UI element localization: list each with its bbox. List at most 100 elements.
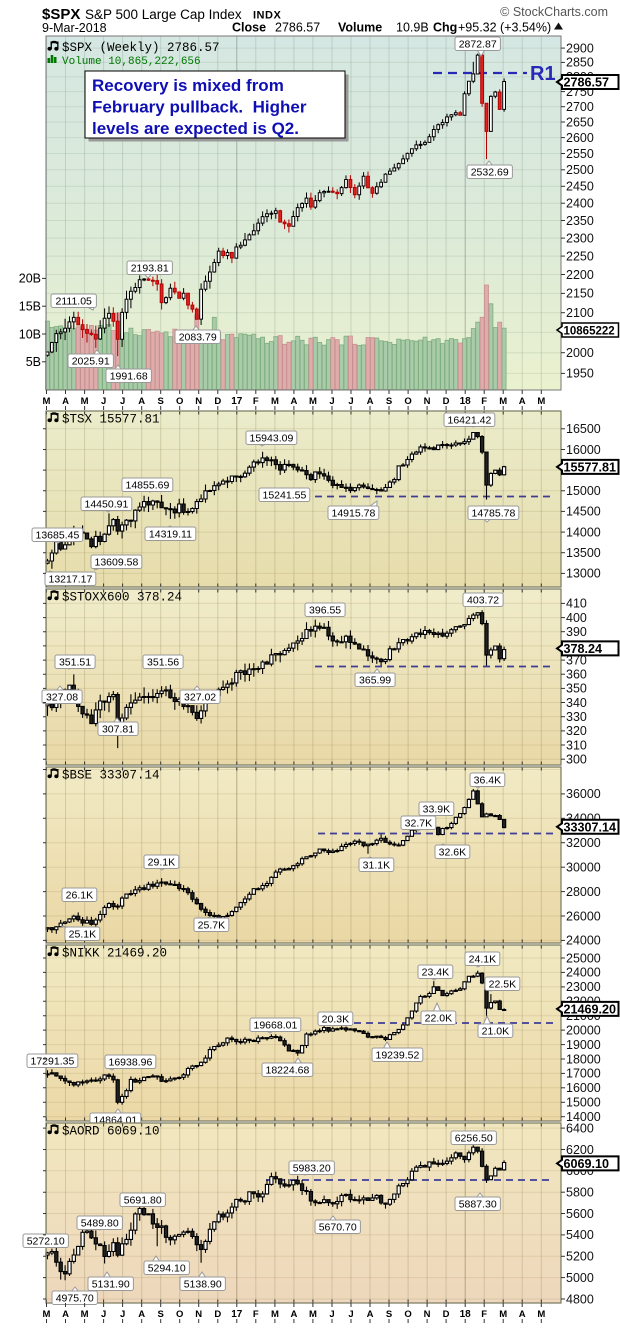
svg-text:350: 350 bbox=[566, 682, 587, 696]
svg-text:5131.90: 5131.90 bbox=[92, 1278, 130, 1290]
svg-text:390: 390 bbox=[566, 625, 587, 639]
svg-text:15943.09: 15943.09 bbox=[250, 432, 294, 444]
svg-text:2450: 2450 bbox=[566, 180, 594, 194]
svg-text:14500: 14500 bbox=[566, 505, 601, 519]
svg-text:$SPX: $SPX bbox=[42, 6, 80, 23]
svg-text:24.1K: 24.1K bbox=[469, 953, 496, 965]
svg-text:25000: 25000 bbox=[566, 951, 601, 965]
svg-text:N: N bbox=[195, 1309, 202, 1320]
svg-text:O: O bbox=[404, 1309, 411, 1320]
svg-text:327.02: 327.02 bbox=[184, 691, 216, 703]
svg-text:17291.35: 17291.35 bbox=[31, 1055, 75, 1067]
svg-text:16500: 16500 bbox=[566, 422, 601, 436]
svg-text:20B: 20B bbox=[19, 272, 41, 286]
svg-text:4975.70: 4975.70 bbox=[56, 1292, 94, 1304]
svg-text:M: M bbox=[499, 396, 507, 407]
svg-text:2500: 2500 bbox=[566, 163, 594, 177]
svg-text:14319.11: 14319.11 bbox=[149, 528, 192, 540]
svg-text:D: D bbox=[214, 1309, 221, 1320]
svg-text:$STOXX600 378.24: $STOXX600 378.24 bbox=[62, 591, 182, 605]
svg-text:A: A bbox=[62, 1309, 69, 1320]
svg-text:351.51: 351.51 bbox=[59, 656, 91, 668]
svg-text:33.9K: 33.9K bbox=[423, 803, 450, 815]
svg-text:M: M bbox=[537, 396, 545, 407]
svg-text:25.1K: 25.1K bbox=[69, 928, 96, 940]
svg-text:410: 410 bbox=[566, 597, 587, 611]
svg-text:6400: 6400 bbox=[566, 1121, 594, 1135]
svg-text:18000: 18000 bbox=[566, 1052, 601, 1066]
svg-text:$AORD 6069.10: $AORD 6069.10 bbox=[62, 1125, 160, 1139]
svg-text:© StockCharts.com: © StockCharts.com bbox=[500, 5, 608, 19]
svg-text:S: S bbox=[386, 1309, 392, 1320]
svg-text:16421.42: 16421.42 bbox=[448, 414, 492, 426]
svg-text:Recovery is mixed from: Recovery is mixed from bbox=[92, 76, 284, 95]
svg-text:18224.68: 18224.68 bbox=[266, 1064, 310, 1076]
svg-text:307.81: 307.81 bbox=[102, 723, 134, 735]
svg-text:21469.20: 21469.20 bbox=[564, 1002, 617, 1016]
svg-text:Volume 10,865,222,656: Volume 10,865,222,656 bbox=[62, 56, 201, 68]
svg-text:370: 370 bbox=[566, 653, 587, 667]
svg-text:2700: 2700 bbox=[566, 100, 594, 114]
svg-text:2350: 2350 bbox=[566, 214, 594, 228]
svg-text:M: M bbox=[43, 396, 51, 407]
svg-text:15241.55: 15241.55 bbox=[263, 489, 307, 501]
svg-text:1991.68: 1991.68 bbox=[110, 370, 148, 382]
svg-text:14000: 14000 bbox=[566, 1110, 601, 1124]
svg-text:M: M bbox=[309, 1309, 317, 1320]
svg-text:A: A bbox=[290, 396, 297, 407]
svg-text:23000: 23000 bbox=[566, 980, 601, 994]
svg-text:36.4K: 36.4K bbox=[474, 774, 501, 786]
svg-text:340: 340 bbox=[566, 696, 587, 710]
svg-text:2650: 2650 bbox=[566, 115, 594, 129]
svg-text:5B: 5B bbox=[26, 355, 41, 369]
svg-text:25.7K: 25.7K bbox=[198, 919, 225, 931]
svg-text:N: N bbox=[195, 396, 202, 407]
svg-text:2532.69: 2532.69 bbox=[471, 166, 509, 178]
svg-text:S: S bbox=[386, 396, 392, 407]
svg-text:10865222: 10865222 bbox=[564, 326, 615, 338]
svg-text:378.24: 378.24 bbox=[564, 642, 603, 656]
svg-text:365.99: 365.99 bbox=[359, 674, 391, 686]
svg-text:+95.32 (+3.54%): +95.32 (+3.54%) bbox=[458, 21, 551, 35]
svg-text:30000: 30000 bbox=[566, 861, 601, 875]
svg-text:Chg: Chg bbox=[433, 21, 457, 35]
svg-text:D: D bbox=[443, 1309, 450, 1320]
svg-text:15B: 15B bbox=[19, 300, 41, 314]
svg-text:J: J bbox=[329, 396, 334, 407]
svg-text:2000: 2000 bbox=[566, 346, 594, 360]
svg-text:19668.01: 19668.01 bbox=[254, 1019, 298, 1031]
svg-text:5600: 5600 bbox=[566, 1207, 594, 1221]
svg-text:F: F bbox=[481, 396, 487, 407]
svg-text:6256.50: 6256.50 bbox=[455, 1132, 493, 1144]
svg-text:26000: 26000 bbox=[566, 909, 601, 923]
svg-text:levels are expected is Q2.: levels are expected is Q2. bbox=[92, 119, 299, 138]
svg-text:2872.87: 2872.87 bbox=[459, 38, 497, 50]
svg-text:D: D bbox=[443, 396, 450, 407]
svg-text:31.1K: 31.1K bbox=[363, 859, 390, 871]
svg-text:20.3K: 20.3K bbox=[322, 1013, 349, 1025]
svg-text:14785.78: 14785.78 bbox=[472, 507, 516, 519]
svg-text:J: J bbox=[329, 1309, 334, 1320]
svg-text:J: J bbox=[101, 396, 106, 407]
svg-text:A: A bbox=[519, 396, 526, 407]
svg-text:330: 330 bbox=[566, 710, 587, 724]
svg-text:D: D bbox=[214, 396, 221, 407]
svg-text:J: J bbox=[120, 396, 125, 407]
svg-text:22.0K: 22.0K bbox=[425, 1012, 452, 1024]
svg-text:2786.57: 2786.57 bbox=[564, 76, 610, 90]
svg-text:310: 310 bbox=[566, 738, 587, 752]
svg-text:INDX: INDX bbox=[253, 10, 281, 22]
svg-text:403.72: 403.72 bbox=[467, 594, 499, 606]
svg-text:M: M bbox=[81, 1309, 89, 1320]
svg-text:A: A bbox=[62, 396, 69, 407]
svg-text:O: O bbox=[176, 396, 183, 407]
svg-text:Volume: Volume bbox=[338, 21, 382, 35]
svg-text:5983.20: 5983.20 bbox=[293, 1162, 331, 1174]
svg-text:6200: 6200 bbox=[566, 1143, 594, 1157]
svg-text:10B: 10B bbox=[19, 327, 41, 341]
svg-text:17: 17 bbox=[231, 1309, 243, 1320]
svg-text:28000: 28000 bbox=[566, 885, 601, 899]
svg-text:5000: 5000 bbox=[566, 1271, 594, 1285]
svg-text:F: F bbox=[253, 1309, 259, 1320]
svg-text:5200: 5200 bbox=[566, 1250, 594, 1264]
